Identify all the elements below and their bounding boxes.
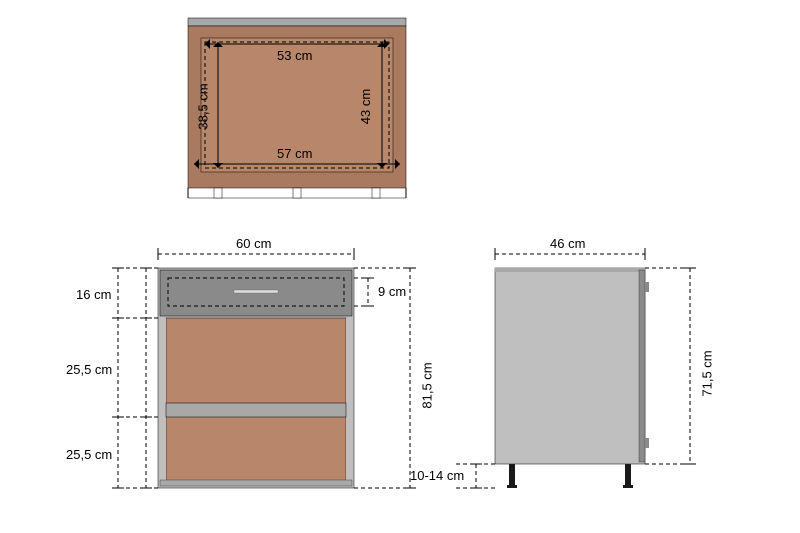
dim-46: 46 cm bbox=[550, 236, 585, 251]
dim-60: 60 cm bbox=[236, 236, 271, 251]
dim-53: 53 cm bbox=[277, 48, 312, 63]
dim-legs: 10-14 cm bbox=[410, 468, 464, 483]
technical-diagram bbox=[0, 0, 800, 533]
dim-16: 16 cm bbox=[76, 287, 111, 302]
dim-385: 38,5 cm bbox=[196, 83, 211, 129]
top-view bbox=[188, 18, 406, 198]
dim-255b: 25,5 cm bbox=[66, 447, 112, 462]
dim-255a: 25,5 cm bbox=[66, 362, 112, 377]
dim-815: 81,5 cm bbox=[420, 362, 435, 408]
side-view bbox=[456, 248, 696, 488]
dim-715: 71,5 cm bbox=[700, 350, 715, 396]
front-view bbox=[112, 248, 416, 488]
dim-43: 43 cm bbox=[358, 89, 373, 124]
dim-9: 9 cm bbox=[378, 284, 406, 299]
dim-57: 57 cm bbox=[277, 146, 312, 161]
